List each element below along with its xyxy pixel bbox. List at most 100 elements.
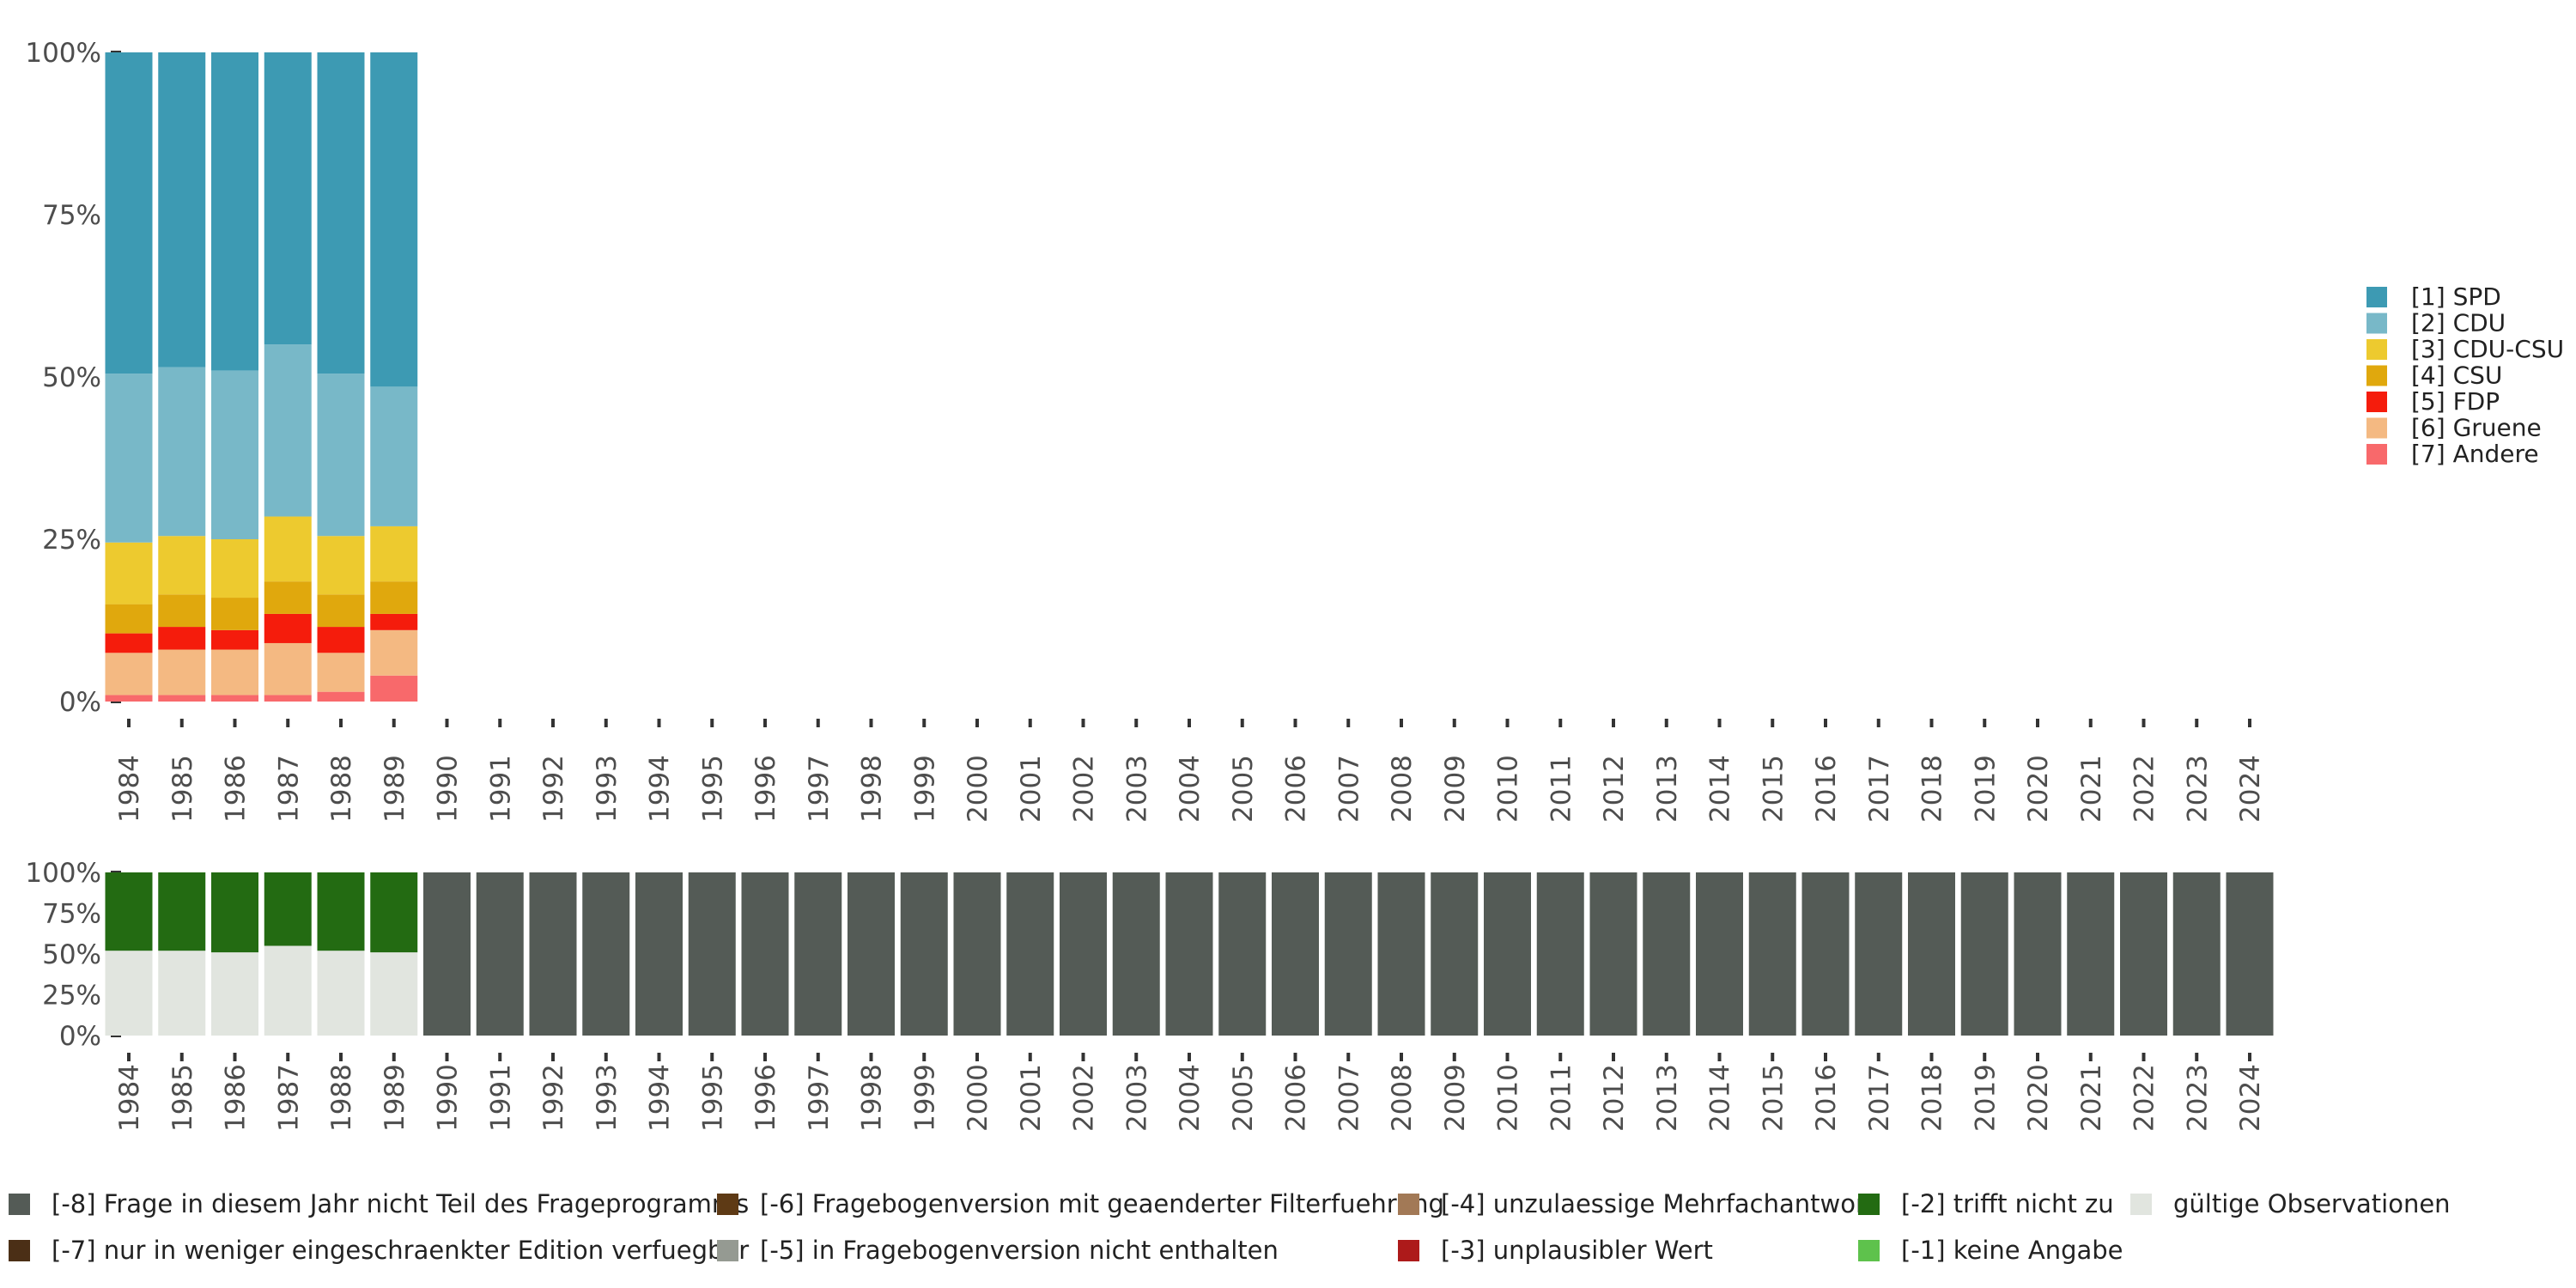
- legend-label-2-cdu: [2] CDU: [2411, 309, 2506, 337]
- legend-label-6-fragebogenversion-mit-geaenderter-filterfuehrung: [-6] Fragebogenversion mit geaenderter F…: [760, 1189, 1444, 1218]
- legend-swatch-7-andere: [2366, 444, 2387, 465]
- x-tick-label: 2020: [2023, 755, 2054, 823]
- x-tick-label: 1985: [167, 755, 198, 823]
- x-tick-label: 2021: [2076, 755, 2107, 823]
- bar-segment-8-frage-in-diesem-jahr-nicht-teil-des-frageprogramms-2014: [1696, 872, 1743, 1036]
- legend-swatch-5-fdp: [2366, 392, 2387, 412]
- x-tick-label: 2003: [1121, 755, 1152, 823]
- bar-segment-1-spd-1989: [370, 52, 418, 387]
- legend-label-1-spd: [1] SPD: [2411, 283, 2501, 311]
- x-tick-label: 2015: [1758, 1064, 1789, 1132]
- bar-segment-8-frage-in-diesem-jahr-nicht-teil-des-frageprogramms-2019: [1960, 872, 2008, 1036]
- legend-label-2-trifft-nicht-zu: [-2] trifft nicht zu: [1901, 1189, 2114, 1218]
- x-tick-label: 1997: [804, 1064, 835, 1132]
- bar-segment-2-trifft-nicht-zu-1985: [158, 872, 206, 951]
- x-tick-label: 2011: [1546, 1064, 1577, 1132]
- x-tick-label: 1996: [750, 1064, 781, 1132]
- bar-segment-8-frage-in-diesem-jahr-nicht-teil-des-frageprogramms-2004: [1165, 872, 1213, 1036]
- x-tick-label: 1990: [433, 755, 464, 823]
- x-tick-label: 1986: [221, 1064, 252, 1132]
- y-tick-label: 0%: [59, 1021, 101, 1052]
- bar-segment-2-cdu-1986: [211, 370, 258, 539]
- legend-swatch-gültige-observationen: [2130, 1194, 2152, 1215]
- legend-label-5-in-fragebogenversion-nicht-enthalten: [-5] in Fragebogenversion nicht enthalte…: [760, 1236, 1279, 1265]
- y-tick-label: 0%: [59, 687, 101, 718]
- legend-label-7-nur-in-weniger-eingeschraenkter-edition-verfuegbar: [-7] nur in weniger eingeschraenkter Edi…: [52, 1236, 749, 1265]
- x-tick-label: 2009: [1440, 755, 1471, 823]
- bar-segment-2-cdu-1984: [105, 374, 153, 543]
- x-tick-label: 2016: [1811, 1064, 1842, 1132]
- x-tick-label: 1992: [538, 755, 569, 823]
- bar-segment-gültige-observationen-1986: [211, 952, 258, 1036]
- bar-segment-8-frage-in-diesem-jahr-nicht-teil-des-frageprogramms-2000: [953, 872, 1001, 1036]
- bar-segment-8-frage-in-diesem-jahr-nicht-teil-des-frageprogramms-2001: [1006, 872, 1054, 1036]
- bar-segment-8-frage-in-diesem-jahr-nicht-teil-des-frageprogramms-2016: [1801, 872, 1850, 1036]
- bar-segment-8-frage-in-diesem-jahr-nicht-teil-des-frageprogramms-2005: [1218, 872, 1267, 1036]
- bar-segment-gültige-observationen-1984: [105, 951, 153, 1036]
- bar-segment-8-frage-in-diesem-jahr-nicht-teil-des-frageprogramms-2020: [2014, 872, 2062, 1036]
- x-tick-label: 1992: [538, 1064, 569, 1132]
- bar-segment-8-frage-in-diesem-jahr-nicht-teil-des-frageprogramms-2008: [1377, 872, 1425, 1036]
- bar-segment-gültige-observationen-1987: [264, 945, 312, 1036]
- top-chart-legend: [1] SPD[2] CDU[3] CDU-CSU[4] CSU[5] FDP[…: [2366, 283, 2564, 468]
- y-tick-label: 50%: [42, 939, 101, 970]
- x-tick-label: 2000: [963, 755, 993, 823]
- y-tick-label: 50%: [42, 362, 101, 393]
- bar-segment-4-csu-1984: [105, 604, 153, 634]
- y-tick-label: 100%: [25, 38, 101, 69]
- bar-segment-8-frage-in-diesem-jahr-nicht-teil-des-frageprogramms-2006: [1272, 872, 1319, 1036]
- x-tick-label: 1996: [750, 755, 781, 823]
- legend-label-1-keine-angabe: [-1] keine Angabe: [1901, 1236, 2123, 1265]
- x-tick-label: 2014: [1705, 1064, 1736, 1132]
- x-tick-label: 2004: [1175, 755, 1206, 823]
- x-tick-label: 2017: [1864, 1064, 1895, 1132]
- x-tick-label: 2011: [1546, 755, 1577, 823]
- x-tick-label: 2013: [1652, 1064, 1683, 1132]
- legend-swatch-3-unplausibler-wert: [1398, 1240, 1419, 1261]
- bar-segment-4-csu-1987: [264, 581, 312, 614]
- legend-swatch-2-trifft-nicht-zu: [1858, 1194, 1880, 1215]
- x-tick-label: 1998: [857, 1064, 888, 1132]
- y-tick-label: 100%: [25, 858, 101, 889]
- bar-segment-1-spd-1984: [105, 52, 153, 374]
- bar-segment-8-frage-in-diesem-jahr-nicht-teil-des-frageprogramms-2018: [1908, 872, 1955, 1036]
- x-tick-label: 1985: [167, 1064, 198, 1132]
- x-tick-label: 2022: [2129, 755, 2160, 823]
- x-tick-label: 1988: [326, 1064, 357, 1132]
- bar-segment-2-cdu-1987: [264, 344, 312, 517]
- bar-segment-2-trifft-nicht-zu-1984: [105, 872, 153, 951]
- legend-swatch-7-nur-in-weniger-eingeschraenkter-edition-verfuegbar: [9, 1240, 30, 1261]
- x-tick-label: 1999: [909, 755, 940, 823]
- x-tick-label: 2005: [1228, 1064, 1259, 1132]
- x-tick-label: 2015: [1758, 755, 1789, 823]
- x-tick-label: 2008: [1387, 755, 1418, 823]
- x-tick-label: 2002: [1069, 755, 1100, 823]
- legend-label-gültige-observationen: gültige Observationen: [2173, 1189, 2451, 1218]
- x-tick-label: 1993: [592, 755, 623, 823]
- x-tick-label: 1991: [485, 755, 516, 823]
- bar-segment-2-cdu-1988: [317, 374, 365, 537]
- bar-segment-3-cdu-csu-1984: [105, 542, 153, 605]
- bar-segment-6-gruene-1985: [158, 649, 206, 696]
- x-tick-label: 2006: [1281, 755, 1312, 823]
- bar-segment-2-cdu-1989: [370, 386, 418, 526]
- x-tick-label: 1994: [645, 755, 676, 823]
- bar-segment-8-frage-in-diesem-jahr-nicht-teil-des-frageprogramms-2003: [1112, 872, 1160, 1036]
- bar-segment-8-frage-in-diesem-jahr-nicht-teil-des-frageprogramms-2007: [1324, 872, 1372, 1036]
- bar-segment-2-trifft-nicht-zu-1987: [264, 872, 312, 946]
- x-tick-label: 1993: [592, 1064, 623, 1132]
- bottom-chart-panel: 0% 25% 50% 75% 100% 1984 1985 1986 1987 1988 1989 1…: [25, 858, 2274, 1132]
- x-tick-label: 1994: [645, 1064, 676, 1132]
- bar-segment-8-frage-in-diesem-jahr-nicht-teil-des-frageprogramms-2023: [2172, 872, 2221, 1036]
- bar-segment-1-spd-1988: [317, 52, 365, 374]
- bar-segment-5-fdp-1986: [211, 629, 258, 650]
- x-tick-label: 2021: [2076, 1064, 2107, 1132]
- legend-label-4-unzulaessige-mehrfachantwort: [-4] unzulaessige Mehrfachantwort: [1441, 1189, 1875, 1218]
- x-tick-label: 2012: [1599, 755, 1630, 823]
- x-tick-label: 2007: [1334, 1064, 1364, 1132]
- bar-segment-8-frage-in-diesem-jahr-nicht-teil-des-frageprogramms-1995: [688, 872, 736, 1036]
- y-tick-label: 25%: [42, 981, 101, 1012]
- top-chart-panel: 0% 25% 50% 75% 100% 1984 1985 1986 1987 1988 1989 1…: [25, 38, 2266, 823]
- legend-swatch-6-gruene: [2366, 417, 2387, 439]
- bar-segment-7-andere-1986: [211, 695, 258, 702]
